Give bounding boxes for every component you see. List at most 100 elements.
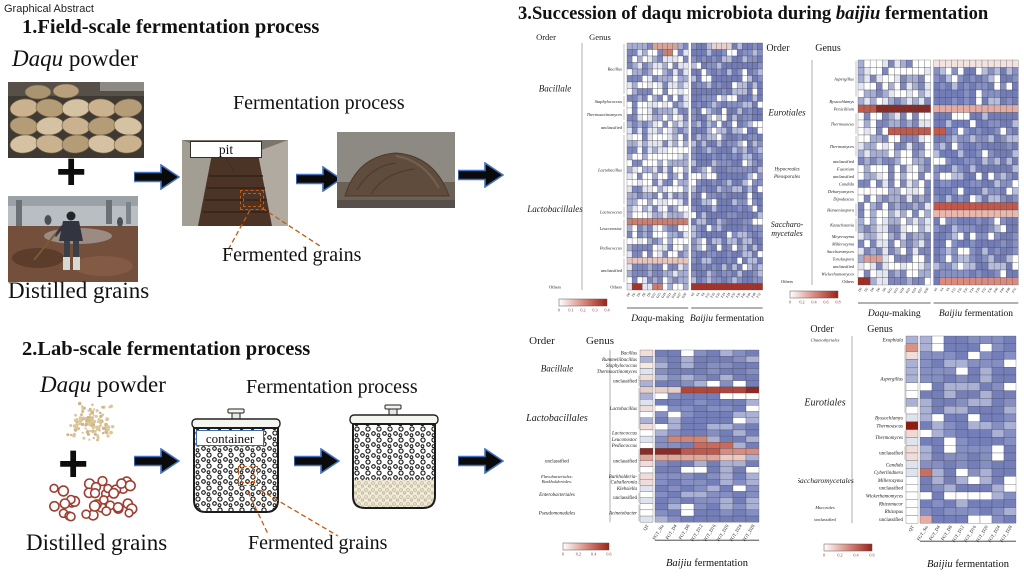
arrow-right-icon xyxy=(294,448,340,474)
svg-text:Wickerhamomyces: Wickerhamomyces xyxy=(866,495,903,500)
svg-text:D0: D0 xyxy=(857,287,863,293)
svg-text:Millerozyma: Millerozyma xyxy=(831,241,855,246)
svg-text:D30: D30 xyxy=(923,287,930,294)
svg-text:Eurotiales: Eurotiales xyxy=(767,108,806,118)
baijiu-word: baijiu xyxy=(835,3,881,24)
svg-text:FGT_D8: FGT_D8 xyxy=(678,523,691,540)
container-jar-image xyxy=(191,408,281,513)
daqu-word: Daqu xyxy=(12,46,64,71)
svg-text:Byssochlamys: Byssochlamys xyxy=(829,99,854,104)
svg-text:Baijiu fermentation: Baijiu fermentation xyxy=(939,308,1013,319)
svg-text:unclassified: unclassified xyxy=(833,174,855,179)
svg-text:unclassified: unclassified xyxy=(613,496,637,501)
svg-text:D30: D30 xyxy=(681,292,688,299)
svg-text:Exophiala: Exophiala xyxy=(881,339,903,344)
svg-text:D12: D12 xyxy=(887,287,894,294)
svg-text:Thermoascus: Thermoascus xyxy=(876,424,903,429)
svg-text:0.4: 0.4 xyxy=(591,552,597,557)
page-label: Graphical Abstract xyxy=(4,3,94,15)
svg-text:F0: F0 xyxy=(690,292,695,297)
field-dashed-connectors xyxy=(227,207,321,251)
fermentation-container-end xyxy=(343,404,443,512)
svg-text:Thermoactinomyces: Thermoactinomyces xyxy=(587,112,623,117)
svg-text:Others: Others xyxy=(842,279,854,284)
svg-text:D9: D9 xyxy=(882,287,888,293)
lab-distilled-grains-label: Distilled grains xyxy=(26,530,168,555)
svg-text:Aspergillus: Aspergillus xyxy=(879,378,903,383)
svg-text:Leuconostoc: Leuconostoc xyxy=(599,226,622,231)
heatmap-field-scale-fungi: Order Genus Eurotiales Hypocreales Pleospora… xyxy=(760,40,1024,330)
svg-text:F32: F32 xyxy=(730,292,736,299)
pit-label: pit xyxy=(190,141,262,158)
svg-text:QT: QT xyxy=(908,524,916,532)
svg-text:unclassified: unclassified xyxy=(879,518,903,523)
svg-text:0.4: 0.4 xyxy=(811,300,817,305)
svg-text:F12: F12 xyxy=(705,292,711,299)
svg-text:F44: F44 xyxy=(999,287,1005,294)
daqu-word: Daqu xyxy=(40,372,92,397)
svg-text:Genus: Genus xyxy=(589,32,611,42)
svg-text:unclassified: unclassified xyxy=(545,459,569,464)
svg-text:D24: D24 xyxy=(671,292,678,299)
svg-text:D21: D21 xyxy=(905,287,912,294)
svg-text:Bacillus: Bacillus xyxy=(608,67,623,72)
svg-text:unclassified: unclassified xyxy=(601,125,623,130)
svg-text:Dipodascus: Dipodascus xyxy=(832,196,854,201)
svg-text:Lactobacillus: Lactobacillus xyxy=(597,167,622,172)
svg-text:Fusarium: Fusarium xyxy=(836,166,854,171)
svg-text:unclassified: unclassified xyxy=(833,264,855,269)
svg-text:D18: D18 xyxy=(661,292,668,299)
svg-text:F44: F44 xyxy=(745,292,751,299)
svg-text:0.8: 0.8 xyxy=(835,300,840,305)
svg-text:F12: F12 xyxy=(951,287,957,294)
distilled-grains-photo xyxy=(8,196,138,282)
svg-text:Aspergillus: Aspergillus xyxy=(833,76,854,81)
arrow-right-icon xyxy=(458,448,504,474)
svg-text:Pediococcus: Pediococcus xyxy=(611,444,637,449)
field-fermentation-process-label: Fermentation process xyxy=(233,92,405,114)
field-daqu-powder-label: Daqu powder xyxy=(12,46,138,71)
svg-text:Burkholderiales:: Burkholderiales: xyxy=(542,479,573,484)
svg-text:D6: D6 xyxy=(641,292,647,298)
distilled-grains-dots xyxy=(48,475,138,522)
svg-text:Others: Others xyxy=(610,284,622,289)
heatmap-lab-scale-bacteria: Order Genus Bacillale Lactobacillales unclas… xyxy=(525,332,777,576)
heatmap-lab-scale-fungi: Order Genus Chaetothyriales Eurotiales Sacch… xyxy=(798,322,1024,576)
svg-text:F4: F4 xyxy=(695,292,700,297)
svg-text:FGT_D28: FGT_D28 xyxy=(741,523,756,542)
svg-text:0: 0 xyxy=(558,308,560,313)
svg-text:F20: F20 xyxy=(963,287,969,294)
svg-text:Baijiu fermentation: Baijiu fermentation xyxy=(690,313,764,324)
svg-text:unclassified: unclassified xyxy=(833,159,855,164)
svg-text:Genus: Genus xyxy=(867,324,893,335)
svg-text:D4: D4 xyxy=(636,292,642,298)
fermentation-container-start: container xyxy=(184,408,286,516)
svg-text:F32: F32 xyxy=(981,287,987,294)
svg-text:Pleosporales: Pleosporales xyxy=(773,175,800,180)
svg-text:F48: F48 xyxy=(1005,287,1011,294)
svg-text:Enterobacteriales: Enterobacteriales xyxy=(538,493,575,498)
svg-text:Burkholderia-: Burkholderia- xyxy=(609,475,638,480)
svg-text:Baijiu fermentation: Baijiu fermentation xyxy=(666,558,749,569)
svg-text:mycetales: mycetales xyxy=(771,229,803,238)
field-scale-fungi-figure: Order Genus Eurotiales Hypocreales Pleospora… xyxy=(766,43,1019,319)
svg-text:unclassified: unclassified xyxy=(879,452,903,457)
svg-text:0.6: 0.6 xyxy=(823,300,828,305)
svg-text:Lactobacillales: Lactobacillales xyxy=(526,204,583,214)
container-label: container xyxy=(196,430,264,446)
lab-fermented-grains-label: Fermented grains xyxy=(248,532,388,554)
field-plus-sign: + xyxy=(56,143,87,201)
svg-text:Rummeliibacillus: Rummeliibacillus xyxy=(601,358,637,363)
svg-text:unclassified: unclassified xyxy=(879,487,903,492)
svg-text:Leuconostoc: Leuconostoc xyxy=(611,438,638,443)
svg-text:Genus: Genus xyxy=(586,335,614,347)
svg-text:Saccharomyces: Saccharomyces xyxy=(827,249,854,254)
svg-text:FGT_Sta: FGT_Sta xyxy=(652,524,665,541)
svg-text:0: 0 xyxy=(789,300,791,305)
svg-text:Pseudomonadales: Pseudomonadales xyxy=(538,512,575,517)
svg-text:Caballeronia: Caballeronia xyxy=(611,480,638,485)
field-scale-bacteria-figure: Order Genus Bacillale Lactobacillales Others… xyxy=(526,32,764,324)
arrow-right-icon xyxy=(458,162,504,188)
svg-text:Lactococcus: Lactococcus xyxy=(599,210,622,215)
